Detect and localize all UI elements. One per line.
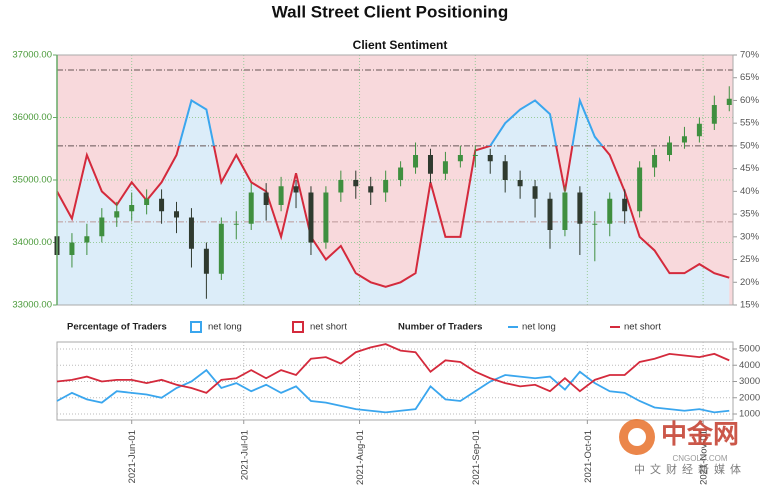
- watermark: 中金网 CNGOLD.COM 中文财经新媒体: [619, 419, 746, 476]
- candle-body: [711, 105, 717, 124]
- candle-body: [144, 198, 150, 205]
- candle-body: [383, 180, 389, 193]
- legend-title: Percentage of Traders: [67, 322, 167, 333]
- y-tick-label: 36000.00: [12, 112, 52, 123]
- y-tick-label: 5000: [739, 344, 760, 355]
- series-line: [56, 368, 730, 414]
- legend-label: net short: [624, 322, 661, 333]
- candle-body: [607, 198, 613, 224]
- candle-body: [188, 217, 194, 249]
- candle-body: [278, 186, 284, 205]
- candle-body: [652, 155, 658, 168]
- legend-title: Number of Traders: [398, 322, 482, 333]
- y-tick-label: 4000: [739, 360, 760, 371]
- candle-body: [353, 180, 359, 187]
- y2-tick-label: 40%: [740, 186, 760, 197]
- x-tick-label: 2021-Jun-01: [127, 430, 138, 483]
- y2-tick-label: 30%: [740, 231, 760, 242]
- y2-tick-label: 50%: [740, 140, 760, 151]
- panel-bg: [56, 341, 734, 421]
- chart-subtitle: Client Sentiment: [353, 38, 448, 52]
- candle-body: [174, 211, 180, 218]
- candle-body: [487, 155, 493, 162]
- candle-body: [114, 211, 120, 218]
- candle-body: [368, 186, 374, 193]
- candle-body: [308, 192, 314, 243]
- candle-body: [99, 217, 105, 237]
- y2-tick-label: 15%: [740, 300, 760, 311]
- series-line: [56, 343, 730, 394]
- plot-layer: 33000.00 34000.00 35000.00 36000.00 37000.00…: [12, 50, 760, 485]
- y-tick-label: 1000: [739, 409, 760, 420]
- y2-tick-label: 70%: [740, 50, 760, 61]
- y-tick-label: 37000.00: [12, 50, 52, 61]
- y2-tick-label: 45%: [740, 163, 760, 174]
- watermark-logo-inner: [628, 428, 646, 446]
- candle-body: [398, 167, 404, 180]
- candle-body: [203, 248, 209, 274]
- y2-tick-label: 35%: [740, 209, 760, 220]
- candle-body: [577, 192, 583, 224]
- legend-label: net long: [208, 322, 242, 333]
- watermark-tagline: 中文财经新媒体: [634, 462, 746, 476]
- candle-body: [159, 198, 165, 212]
- x-tick-label: 2021-Oct-01: [583, 430, 594, 483]
- y2-tick-label: 60%: [740, 95, 760, 106]
- x-tick-label: 2021-Nov-01: [699, 430, 710, 485]
- candle-body: [622, 198, 628, 212]
- sentiment-line-below: [57, 145, 730, 288]
- candle-body: [293, 186, 299, 193]
- legend-label: net long: [522, 322, 556, 333]
- x-tick-label: 2021-Sep-01: [471, 430, 482, 485]
- candle-body: [233, 223, 239, 225]
- legend-label: net short: [310, 322, 347, 333]
- candle-body: [413, 155, 419, 168]
- candle-body: [323, 192, 329, 243]
- candle-body: [69, 242, 75, 255]
- y-tick-label: 34000.00: [12, 237, 52, 248]
- candle-body: [667, 142, 673, 155]
- y2-tick-label: 25%: [740, 254, 760, 265]
- y-tick-label: 2000: [739, 392, 760, 403]
- candle-body: [532, 186, 538, 199]
- legend-swatch: [190, 321, 202, 333]
- candle-body: [338, 180, 344, 193]
- y-tick-label: 33000.00: [12, 300, 52, 311]
- candle-body: [472, 155, 478, 156]
- candle-body: [248, 192, 254, 224]
- candle-body: [726, 98, 732, 105]
- candle-body: [218, 223, 224, 274]
- candle-body: [592, 223, 598, 225]
- candle-body: [442, 161, 448, 174]
- y-tick-label: 35000.00: [12, 175, 52, 186]
- candle-body: [502, 161, 508, 180]
- watermark-name: 中金网: [661, 419, 739, 449]
- y2-tick-label: 20%: [740, 277, 760, 288]
- watermark-site: CNGOLD.COM: [672, 454, 727, 463]
- candle-body: [84, 236, 90, 243]
- candle-body: [696, 123, 702, 137]
- y2-tick-label: 65%: [740, 72, 760, 83]
- legend-swatch: [292, 321, 304, 333]
- candle-body: [427, 155, 433, 174]
- candle-body: [637, 167, 643, 212]
- candle-body: [547, 198, 553, 230]
- candle-body: [517, 180, 523, 187]
- candle-body: [681, 136, 687, 143]
- y2-tick-label: 55%: [740, 118, 760, 129]
- candle-body: [263, 192, 269, 205]
- candle-body: [562, 192, 568, 230]
- y-tick-label: 3000: [739, 376, 760, 387]
- candle-body: [457, 155, 463, 162]
- sentiment-below-fill: [57, 100, 730, 305]
- x-tick-label: 2021-Aug-01: [355, 430, 366, 485]
- x-tick-label: 2021-Jul-01: [239, 430, 250, 480]
- candle-body: [129, 205, 135, 212]
- chart-title: Wall Street Client Positioning: [272, 2, 508, 21]
